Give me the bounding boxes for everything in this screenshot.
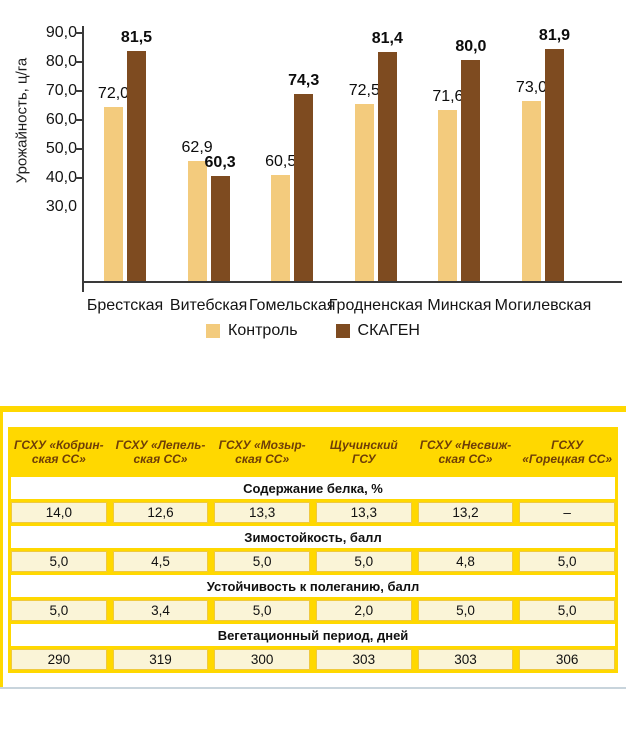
bar-value-label: 74,3 (288, 72, 320, 89)
table-header-row: ГСХУ «Кобрин-ская СС» ГСХУ «Лепель-ская С… (11, 430, 615, 474)
table-cell: 13,2 (417, 502, 514, 523)
legend-swatch-skagen-icon (335, 324, 350, 338)
table-section-title: Устойчивость к полеганию, балл (11, 575, 615, 597)
y-axis-tick-label: 60,0 (45, 111, 77, 128)
table-header-cell: ГСХУ «Несвиж-ская СС» (419, 438, 512, 466)
bar-value-label: 81,4 (371, 30, 403, 47)
y-axis-tick-mark (75, 148, 83, 150)
legend-swatch-control-icon (206, 324, 221, 338)
table-cell: 300 (214, 649, 310, 670)
x-axis-line (82, 281, 622, 283)
table-cell: 5,0 (11, 600, 107, 621)
x-axis-label: Гомельская (248, 297, 336, 314)
chart-legend: Контроль СКАГЕН (0, 322, 626, 340)
table-row: 5,0 3,4 5,0 2,0 5,0 5,0 (11, 600, 615, 621)
skagen-bar-1 (127, 51, 146, 281)
x-axis-label: Брестская (86, 297, 164, 314)
table-row: 290 319 300 303 303 306 (11, 649, 615, 670)
table-section-title: Зимостойкость, балл (11, 526, 615, 548)
table-cell: – (519, 502, 615, 523)
y-axis-tick-mark (75, 119, 83, 121)
table-shadow-line (0, 687, 626, 689)
y-axis-tick-mark (75, 61, 83, 63)
table-section-title: Вегетационный период, дней (11, 624, 615, 646)
trial-results-table: ГСХУ «Кобрин-ская СС» ГСХУ «Лепель-ская С… (8, 427, 618, 673)
control-bar-6 (522, 101, 541, 281)
table-header-cell: Щучинский ГСУ (329, 438, 398, 466)
control-bar-5 (438, 110, 458, 281)
x-axis-label: Могилевская (494, 297, 592, 314)
y-axis-tick-mark (75, 177, 83, 179)
table-cell: 319 (112, 649, 209, 670)
y-axis-tick-label: 30,0 (45, 198, 77, 215)
table-cell: 303 (417, 649, 514, 670)
legend-item-control: Контроль (206, 322, 298, 340)
legend-item-skagen: СКАГЕН (335, 322, 420, 340)
bar-value-label: 60,5 (265, 153, 297, 170)
gold-rule-horizontal (0, 406, 626, 412)
bar-value-label: 81,9 (538, 27, 571, 44)
table-header-cell: ГСХУ «Кобрин-ская СС» (14, 438, 104, 466)
control-bar-2 (187, 161, 207, 281)
bar-value-label: 71,6 (432, 88, 464, 105)
yield-bar-chart: Урожайность, ц/га 90,0 80,0 70,0 60,0 50,0 40… (0, 24, 626, 340)
table-row: 5,0 4,5 5,0 5,0 4,8 5,0 (11, 551, 615, 572)
table-cell: 2,0 (315, 600, 412, 621)
legend-label-control: Контроль (228, 322, 298, 339)
skagen-bar-4 (377, 52, 397, 281)
table-section-title: Содержание белка, % (11, 477, 615, 499)
control-bar-4 (354, 104, 374, 281)
table-cell: 5,0 (519, 600, 615, 621)
table-cell: 4,5 (112, 551, 209, 572)
table-cell: 3,4 (112, 600, 209, 621)
table-cell: 5,0 (417, 600, 514, 621)
legend-label-skagen: СКАГЕН (357, 322, 420, 339)
table-cell: 5,0 (214, 600, 310, 621)
y-axis-tick-mark (75, 90, 83, 92)
table-cell: 14,0 (11, 502, 107, 523)
table-cell: 12,6 (112, 502, 209, 523)
y-axis-line (82, 26, 84, 292)
bar-value-label: 81,5 (120, 29, 153, 46)
x-axis-label: Витебская (169, 297, 248, 314)
table-header-cell: ГСХУ «Мозыр-ская СС» (218, 438, 306, 466)
bar-value-label: 80,0 (455, 38, 487, 55)
table-cell: 4,8 (417, 551, 514, 572)
control-bar-1 (104, 107, 123, 281)
table-cell: 306 (519, 649, 615, 670)
y-axis-tick-label: 50,0 (45, 140, 77, 157)
bar-value-label: 72,0 (97, 85, 130, 102)
table-header-cell: ГСХУ «Лепель-ская СС» (115, 438, 206, 466)
bar-value-label: 72,5 (348, 82, 380, 99)
skagen-bar-3 (294, 94, 314, 281)
table-cell: 5,0 (519, 551, 615, 572)
x-axis-label: Гродненская (328, 297, 423, 314)
table-cell: 5,0 (11, 551, 107, 572)
y-axis-tick-label: 80,0 (45, 53, 77, 70)
gold-rule-vertical (0, 406, 3, 688)
bar-value-label: 60,3 (204, 154, 236, 171)
skagen-bar-6 (545, 49, 564, 281)
table-cell: 5,0 (214, 551, 310, 572)
control-bar-3 (271, 175, 291, 281)
table-header-cell: ГСХУ «Горецкая СС» (522, 438, 613, 466)
y-axis-tick-label: 40,0 (45, 169, 77, 186)
table-cell: 13,3 (315, 502, 412, 523)
bar-value-label: 62,9 (181, 139, 213, 156)
table-row: 14,0 12,6 13,3 13,3 13,2– (11, 502, 615, 523)
table-cell: 13,3 (214, 502, 310, 523)
table-cell: 303 (315, 649, 412, 670)
x-axis-label: Минская (427, 297, 492, 314)
bar-value-label: 73,0 (515, 79, 548, 96)
y-axis-tick-label: 70,0 (45, 82, 77, 99)
skagen-bar-2 (210, 176, 230, 281)
table-cell: 5,0 (315, 551, 412, 572)
y-axis-tick-label: 90,0 (45, 24, 77, 41)
table-cell: 290 (11, 649, 107, 670)
y-axis-tick-mark (75, 32, 83, 34)
skagen-bar-5 (461, 60, 481, 281)
